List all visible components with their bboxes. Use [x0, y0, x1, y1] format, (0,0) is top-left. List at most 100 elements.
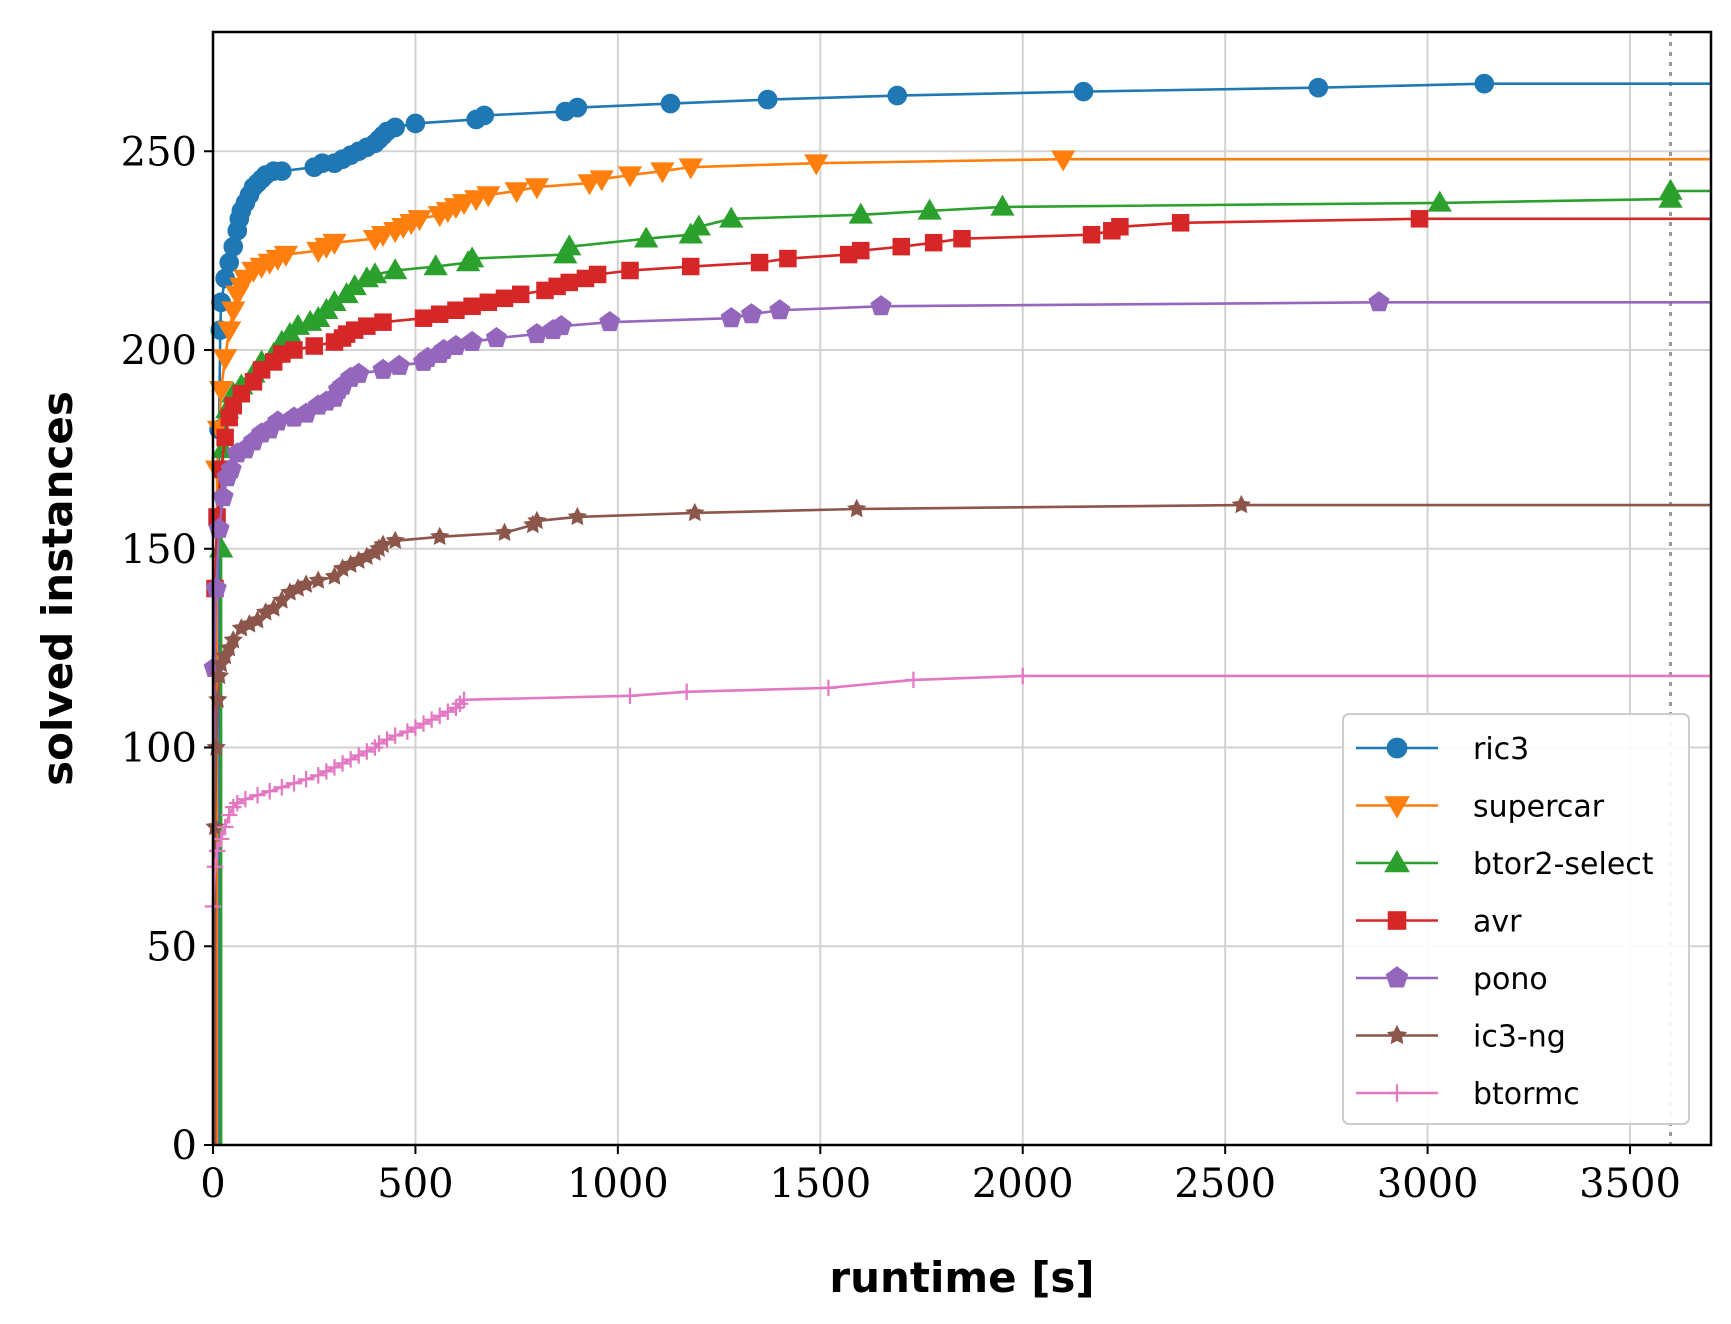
x-axis-title: runtime [s]: [829, 1253, 1094, 1302]
data-point-avr: [560, 273, 579, 292]
y-tick-label: 50: [146, 924, 197, 970]
y-axis-title: solved instances: [33, 391, 82, 786]
data-point-btor2-select: [1658, 178, 1683, 200]
data-point-btormc: [334, 755, 351, 772]
data-point-avr: [358, 317, 376, 335]
data-point-pono: [599, 311, 621, 332]
data-point-btor2-select: [917, 198, 942, 220]
data-point-avr: [1171, 214, 1190, 232]
data-point-btormc: [212, 830, 230, 848]
grid: [212, 32, 1711, 1146]
y-tick-label: 0: [172, 1123, 197, 1169]
data-point-btormc: [224, 798, 242, 816]
data-point-avr: [750, 253, 769, 272]
legend-marker-ic3-ng: [1386, 1024, 1408, 1045]
data-point-btormc: [318, 763, 335, 780]
data-point-pono: [1368, 291, 1390, 312]
legend-label-supercar: supercar: [1473, 790, 1605, 825]
data-point-btormc: [285, 775, 303, 792]
legend-marker-supercar: [1384, 796, 1410, 819]
data-point-avr: [511, 285, 530, 304]
data-point-avr: [216, 428, 234, 447]
data-point-ic3-ng: [430, 526, 450, 546]
data-point-btormc: [439, 703, 457, 720]
data-point-ric3: [474, 105, 495, 126]
legend-label-btor2-select: btor2-select: [1473, 847, 1654, 882]
legend-entry-ic3-ng: ic3-ng: [1356, 1020, 1566, 1055]
data-point-avr: [414, 309, 433, 327]
data-point-pono: [550, 315, 572, 336]
legend-label-avr: avr: [1473, 905, 1522, 940]
data-point-avr: [892, 237, 911, 256]
data-point-supercar: [322, 233, 347, 255]
data-point-ic3-ng: [205, 816, 225, 836]
data-point-btormc: [310, 767, 327, 784]
data-point-supercar: [678, 158, 703, 180]
legend-entry-btor2-select: btor2-select: [1356, 847, 1654, 882]
data-point-ic3-ng: [385, 530, 405, 549]
data-point-avr: [621, 261, 639, 280]
legend-marker-pono: [1385, 966, 1409, 988]
data-point-avr: [495, 289, 514, 308]
data-point-ic3-ng: [296, 574, 316, 593]
data-point-supercar: [221, 301, 246, 323]
data-point-ic3-ng: [494, 522, 515, 542]
y-tick-label: 250: [121, 129, 197, 175]
data-point-btormc: [621, 687, 639, 705]
data-point-btormc: [905, 671, 922, 689]
data-point-btor2-select: [383, 258, 408, 280]
series-pono: [203, 291, 1711, 1145]
x-tick-label: 3000: [1377, 1161, 1479, 1207]
data-point-ric3: [1308, 77, 1329, 98]
legend-entry-avr: avr: [1356, 905, 1522, 940]
data-point-ric3: [385, 117, 405, 138]
data-point-btormc: [220, 806, 238, 824]
data-point-supercar: [213, 349, 238, 371]
data-point-avr: [447, 301, 465, 319]
data-point-pono: [388, 354, 410, 375]
data-point-btormc: [358, 743, 376, 760]
data-point-supercar: [650, 162, 675, 184]
data-point-avr: [852, 241, 870, 260]
data-point-btor2-select: [848, 202, 873, 224]
data-point-btor2-select: [719, 206, 744, 228]
data-point-btormc: [208, 842, 226, 860]
x-tick-label: 2500: [1174, 1161, 1276, 1207]
data-point-btormc: [431, 707, 448, 724]
data-point-ic3-ng: [685, 502, 705, 522]
series-ic3-ng: [205, 494, 1711, 1145]
data-point-avr: [1410, 210, 1429, 228]
y-tick-label: 200: [121, 328, 197, 374]
data-point-supercar: [524, 178, 550, 200]
data-point-ic3-ng: [847, 498, 867, 518]
data-point-btormc: [415, 715, 432, 732]
legend-entry-ric3: ric3: [1356, 732, 1529, 767]
x-tick-label: 1000: [567, 1161, 669, 1207]
data-point-ric3: [757, 89, 778, 110]
data-point-pono: [348, 362, 370, 383]
data-point-btor2-select: [362, 262, 388, 284]
data-point-pono: [461, 330, 483, 352]
data-point-ric3: [567, 97, 588, 118]
data-point-pono: [769, 299, 791, 320]
data-point-btormc: [273, 779, 291, 796]
data-point-btormc: [386, 727, 404, 744]
x-tick-label: 0: [200, 1161, 225, 1207]
data-point-avr: [374, 313, 392, 331]
plot-frame: [211, 30, 1713, 1147]
data-point-ric3: [1073, 81, 1094, 102]
data-point-pono: [720, 307, 742, 328]
data-point-avr: [779, 249, 797, 268]
legend-box: [1342, 713, 1690, 1125]
data-point-ric3: [405, 113, 426, 134]
data-point-avr: [479, 293, 498, 312]
data-point-supercar: [273, 245, 298, 267]
data-point-ric3: [660, 93, 681, 114]
data-point-pono: [205, 577, 227, 598]
legend-label-ic3-ng: ic3-ng: [1473, 1020, 1566, 1055]
data-point-pono: [740, 303, 763, 324]
legend-entry-btormc: btormc: [1356, 1077, 1580, 1112]
data-point-btormc: [366, 739, 384, 756]
data-point-btormc: [229, 794, 246, 812]
